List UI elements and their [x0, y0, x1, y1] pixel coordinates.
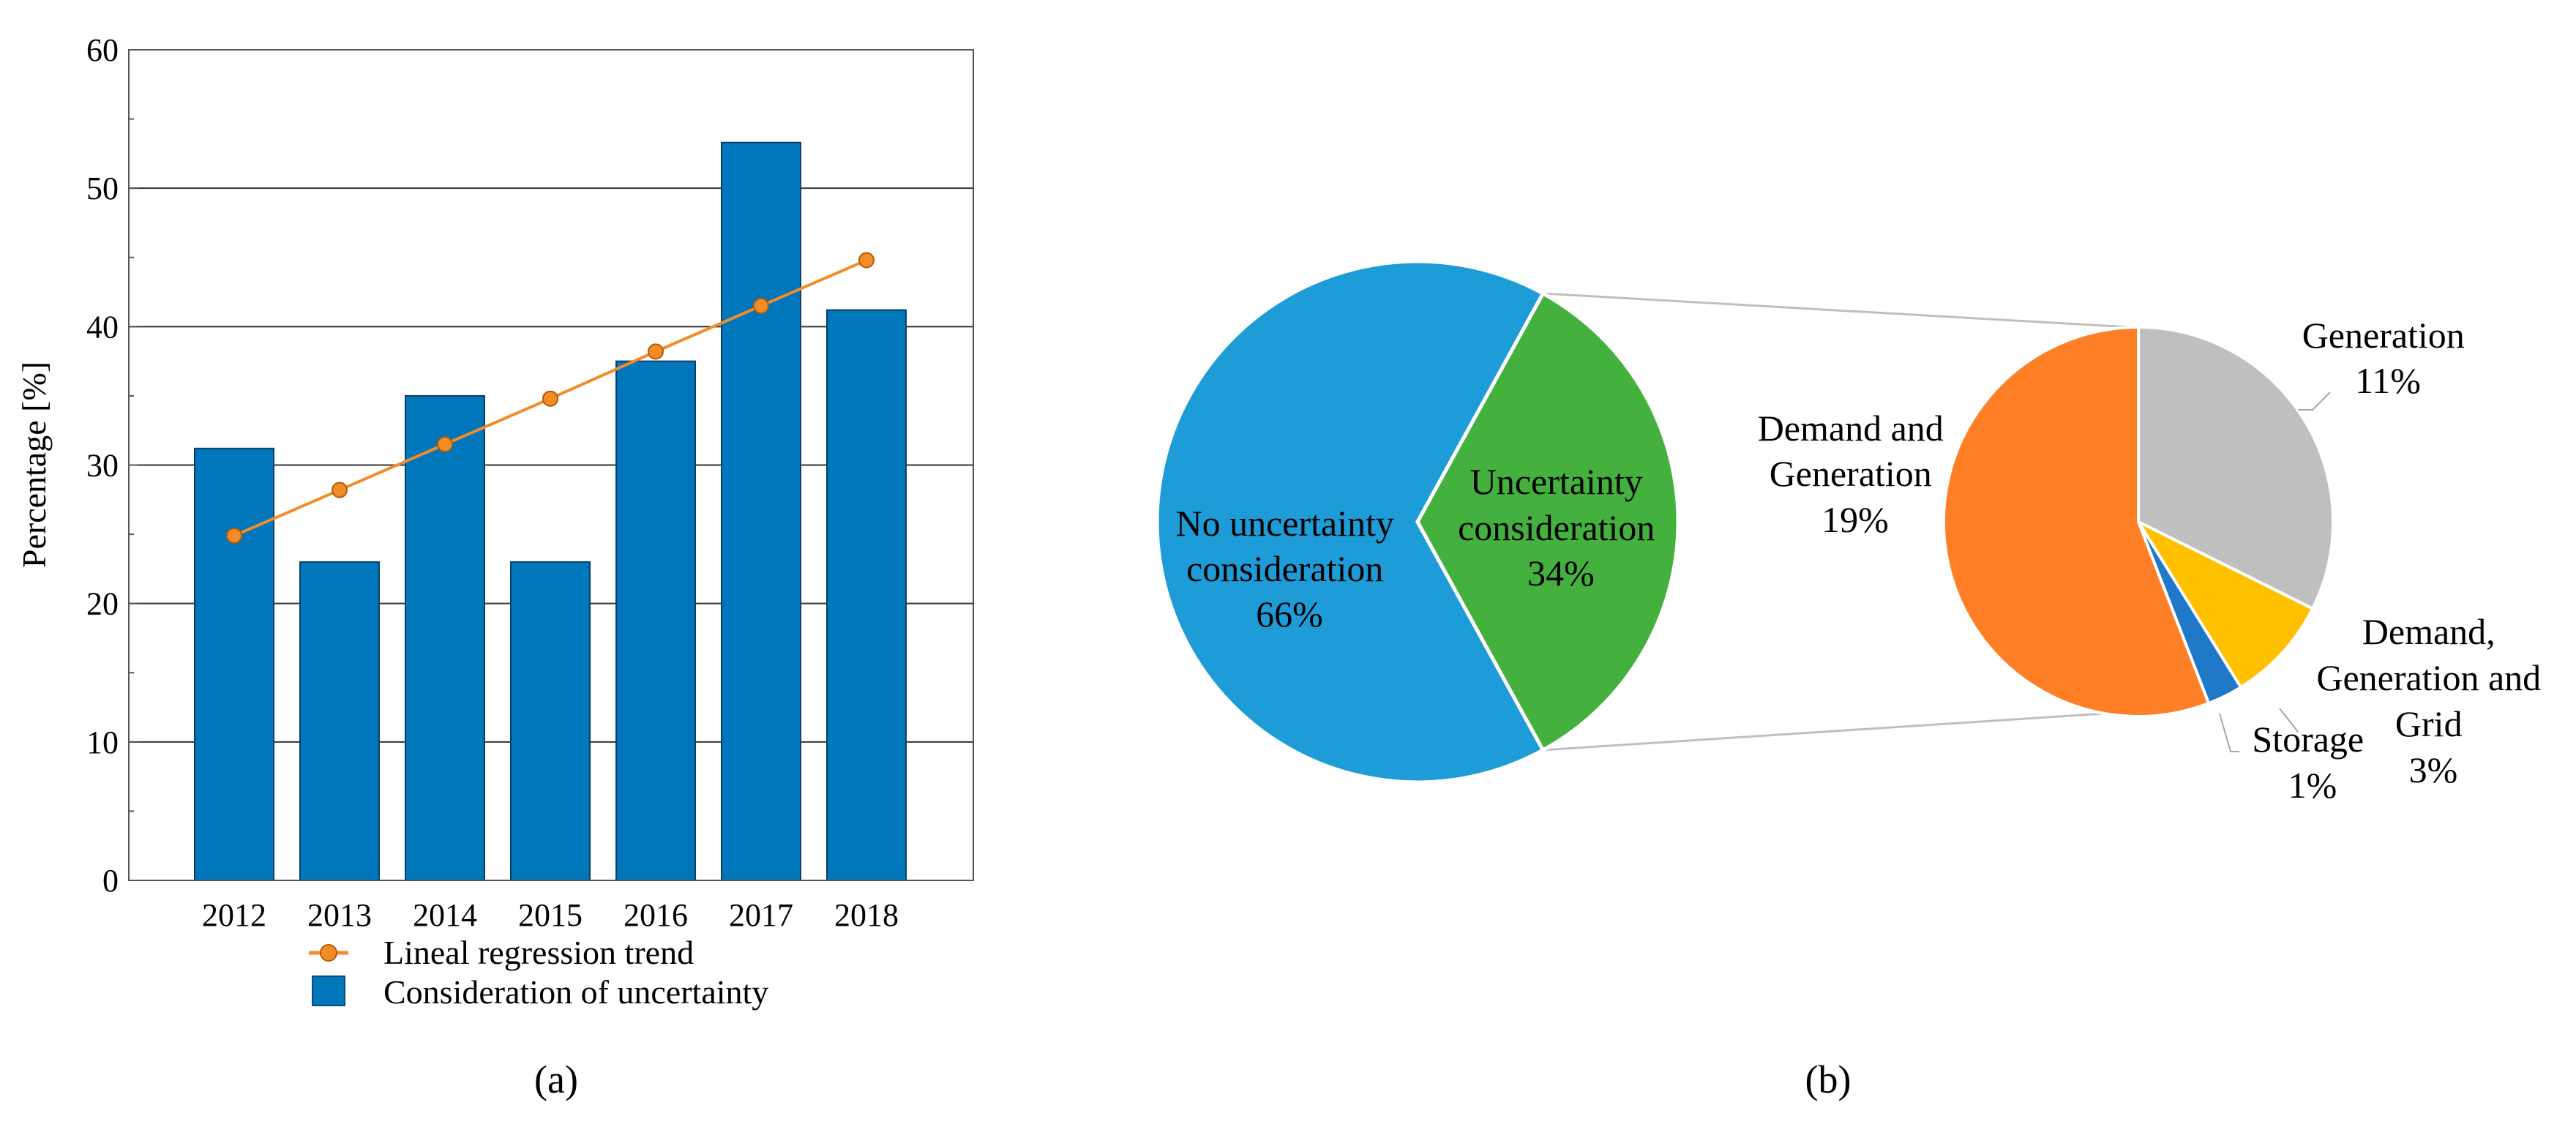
panel-label-a: (a) [534, 1057, 578, 1101]
legend-trend-label: Lineal regression trend [383, 934, 694, 971]
trend-point-2014 [437, 436, 453, 453]
plot-frame [128, 49, 974, 881]
trend-line [226, 252, 875, 544]
legend-bar-label: Consideration of uncertainty [383, 973, 768, 1011]
main-pie [1155, 259, 1680, 785]
slice-label-demand-generation-grid: Demand, Generation and Grid 3% [2316, 611, 2550, 790]
slice-no-uncertainty [1155, 259, 1546, 785]
x-tick-label: 2016 [624, 897, 688, 933]
bar-2016 [615, 360, 696, 881]
x-tick-labels: 2012 2013 2014 2015 2016 2017 2018 [202, 897, 899, 933]
x-tick-label: 2017 [729, 897, 793, 933]
bar-2014 [405, 394, 485, 881]
connector-bottom [1543, 712, 2105, 752]
y-tick-labels: 0 10 20 30 40 50 60 [86, 32, 119, 899]
trend-point-2017 [753, 297, 769, 314]
y-tick-label: 10 [86, 724, 119, 760]
trend-point-2018 [858, 252, 875, 269]
panel-label-b: (b) [1805, 1057, 1852, 1101]
bars [194, 141, 907, 882]
y-tick-label: 40 [86, 309, 119, 345]
bar-2015 [510, 561, 591, 882]
trend-point-2016 [648, 343, 664, 360]
legend-bar-swatch [312, 976, 345, 1006]
x-tick-label: 2013 [307, 897, 372, 933]
y-tick-label: 50 [86, 171, 119, 206]
slice-label-generation: Generation 11% [2302, 315, 2474, 401]
bar-2017 [721, 141, 801, 882]
legend-trend-marker [320, 944, 337, 962]
slice-label-no-uncertainty: No uncertainty consideration 66% [1175, 503, 1403, 634]
y-tick-label: 30 [86, 448, 119, 484]
leader-line-storage [2219, 713, 2239, 752]
connector-top [1543, 292, 2132, 329]
sub-pie [1942, 325, 2334, 718]
x-tick-label: 2012 [202, 897, 266, 933]
x-tick-label: 2014 [413, 897, 477, 933]
slice-demand-generation-grid [2134, 518, 2315, 689]
bar-2018 [826, 309, 907, 881]
trend-point-2015 [542, 390, 558, 407]
slice-label-uncertainty: Uncertainty consideration 34% [1458, 461, 1664, 594]
leader-line-grid [2279, 708, 2299, 733]
trend-point-2013 [332, 482, 348, 498]
leader-line-generation [2298, 392, 2331, 411]
y-tick-label: 0 [102, 863, 119, 899]
x-tick-label: 2015 [518, 897, 583, 933]
bar-2012 [194, 447, 274, 881]
x-tick-label: 2018 [834, 897, 899, 933]
legend: Lineal regression trend Consideration of… [309, 934, 768, 1011]
y-axis-label: Percentage [%] [15, 362, 53, 568]
bar-2013 [299, 561, 380, 882]
slice-uncertainty [1415, 291, 1680, 753]
trend-point-2012 [226, 527, 242, 544]
y-tick-label: 60 [86, 32, 119, 68]
y-tick-label: 20 [86, 586, 119, 622]
slice-demand-and-generation [1942, 325, 2211, 718]
slice-label-storage: Storage 1% [2252, 719, 2373, 806]
slice-label-demand-and-generation: Demand and Generation 19% [1758, 408, 1953, 540]
connector-lines [1543, 292, 2132, 752]
pie-of-pie-chart: No uncertainty consideration 66% Uncerta… [1155, 259, 2550, 1101]
slice-generation [2137, 325, 2334, 611]
